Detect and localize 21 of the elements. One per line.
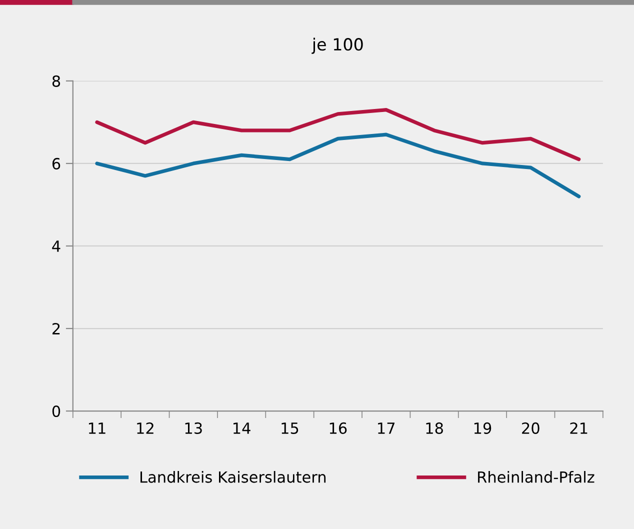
y-tick-label: 2 <box>52 322 60 334</box>
y-tick-label: 4 <box>52 240 60 252</box>
line-series <box>95 132 581 198</box>
x-tick-label: 18 <box>426 422 443 434</box>
x-tick-label: 21 <box>570 422 588 434</box>
y-tick-label: 6 <box>52 158 60 170</box>
y-tick-label: 8 <box>52 75 60 87</box>
x-tick-label: 15 <box>282 422 298 434</box>
legend-label: Landkreis Kaiserslautern <box>140 470 326 483</box>
x-tick-label: 12 <box>137 422 154 434</box>
y-tick-label: 0 <box>52 406 60 418</box>
x-tick-label: 11 <box>88 422 106 434</box>
x-tick-label: 17 <box>378 422 395 434</box>
x-tick-label: 14 <box>234 422 250 434</box>
x-tick-label: 13 <box>185 422 202 434</box>
x-tick-label: 16 <box>330 422 347 434</box>
x-tick-label: 19 <box>474 422 492 434</box>
chart-title: je 100 <box>312 38 363 54</box>
legend-label: Rheinland-Pfalz <box>478 470 594 483</box>
x-tick-label: 20 <box>522 422 540 434</box>
line-series <box>95 108 581 162</box>
